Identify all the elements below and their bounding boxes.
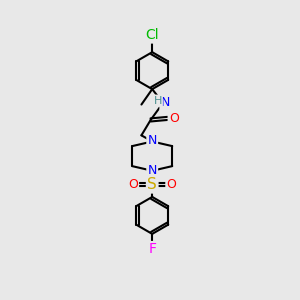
Text: F: F — [148, 242, 156, 256]
Text: N: N — [148, 164, 157, 177]
Text: N: N — [160, 97, 170, 110]
Text: O: O — [128, 178, 138, 191]
Text: Cl: Cl — [146, 28, 159, 42]
Text: N: N — [148, 134, 157, 147]
Text: S: S — [147, 177, 157, 192]
Text: O: O — [169, 112, 179, 125]
Text: O: O — [167, 178, 176, 191]
Text: H: H — [153, 96, 162, 106]
